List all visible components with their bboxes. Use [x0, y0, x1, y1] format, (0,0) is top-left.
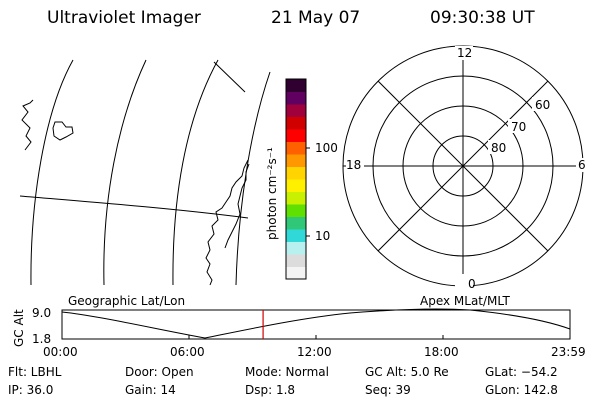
mode-status: Mode: Normal — [245, 365, 329, 379]
mlt-label-12: 12 — [457, 46, 473, 60]
mlt-label-18: 18 — [346, 158, 362, 172]
diagonal-axis — [377, 80, 549, 252]
coastline — [21, 99, 34, 151]
colorbar-cell — [286, 254, 306, 267]
sequence-status: Seq: 39 — [365, 383, 411, 397]
mlat-label-60: 60 — [535, 98, 551, 112]
observation-time: 09:30:38 UT — [430, 8, 535, 28]
meridian-line — [30, 59, 74, 286]
colorbar-cell — [286, 229, 306, 242]
altitude-curve — [61, 308, 571, 339]
colorbar-cell — [286, 266, 306, 280]
mlat-label-80: 80 — [491, 141, 507, 155]
mlat-label-70: 70 — [511, 120, 527, 134]
timeline-y-tick-low: 1.8 — [32, 332, 52, 346]
timeline-x-tick: 06:00 — [170, 345, 205, 359]
display-status: Dsp: 1.8 — [245, 383, 296, 397]
gc-altitude-status: GC Alt: 5.0 Re — [365, 365, 449, 379]
meridian-line — [103, 59, 147, 286]
timeline-x-tick: 23:59 — [551, 345, 586, 359]
colorbar-cell — [286, 79, 306, 92]
timeline-x-tick: 00:00 — [43, 345, 78, 359]
grid-line — [213, 61, 246, 93]
colorbar-cell — [286, 179, 306, 192]
filter-status: Flt: LBHL — [8, 365, 62, 379]
door-status: Door: Open — [125, 365, 194, 379]
timeline-left-caption: Geographic Lat/Lon — [68, 294, 186, 308]
timeline-x-tick: 18:00 — [424, 345, 459, 359]
colorbar-cell — [286, 166, 306, 180]
colorbar-cell — [286, 129, 306, 142]
geographic-latitude: GLat: −54.2 — [485, 365, 558, 379]
colorbar-cell — [286, 91, 306, 105]
meridian-line — [172, 59, 219, 286]
colorbar-cell — [286, 104, 306, 117]
timeline-x-tick: 12:00 — [297, 345, 332, 359]
colorbar-cell — [286, 204, 306, 217]
colorbar-cell — [286, 191, 306, 205]
mlt-label-6: 6 — [578, 158, 586, 172]
imager-title: Ultraviolet Imager — [47, 8, 201, 28]
coastline — [224, 163, 250, 249]
mlt-label-0: 0 — [468, 277, 476, 291]
ip-status: IP: 36.0 — [8, 383, 54, 397]
colorbar-tick-100: 100 — [315, 141, 338, 155]
colorbar-tick-10: 10 — [315, 229, 331, 243]
timeline-right-caption: Apex MLat/MLT — [420, 294, 510, 308]
colorbar-cell — [286, 116, 306, 130]
colorbar-cell — [286, 141, 306, 155]
colorbar-cell — [286, 216, 306, 230]
colorbar-cell — [286, 241, 306, 255]
timeline-y-tick-high: 9.0 — [32, 306, 52, 320]
island-outline — [52, 121, 74, 141]
gain-status: Gain: 14 — [125, 383, 176, 397]
observation-date: 21 May 07 — [271, 8, 361, 28]
latitude-line — [19, 195, 249, 219]
geographic-longitude: GLon: 142.8 — [485, 383, 558, 397]
coastline — [205, 159, 249, 286]
colorbar-cell — [286, 154, 306, 167]
